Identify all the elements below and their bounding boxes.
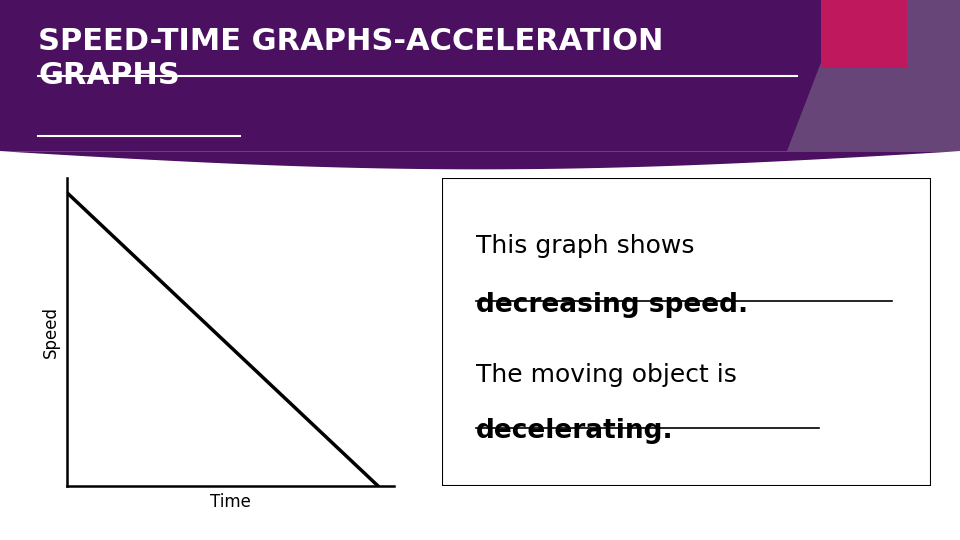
Y-axis label: Speed: Speed	[42, 306, 60, 358]
X-axis label: Time: Time	[210, 493, 251, 511]
Polygon shape	[0, 151, 960, 170]
Text: decreasing speed.: decreasing speed.	[476, 292, 748, 318]
Text: The moving object is: The moving object is	[476, 363, 736, 387]
FancyBboxPatch shape	[442, 178, 931, 486]
Text: decelerating.: decelerating.	[476, 418, 674, 444]
Text: This graph shows: This graph shows	[476, 234, 694, 258]
Bar	[821, 0, 907, 68]
Polygon shape	[787, 0, 960, 151]
Text: SPEED-TIME GRAPHS-ACCELERATION
GRAPHS: SPEED-TIME GRAPHS-ACCELERATION GRAPHS	[38, 27, 663, 90]
